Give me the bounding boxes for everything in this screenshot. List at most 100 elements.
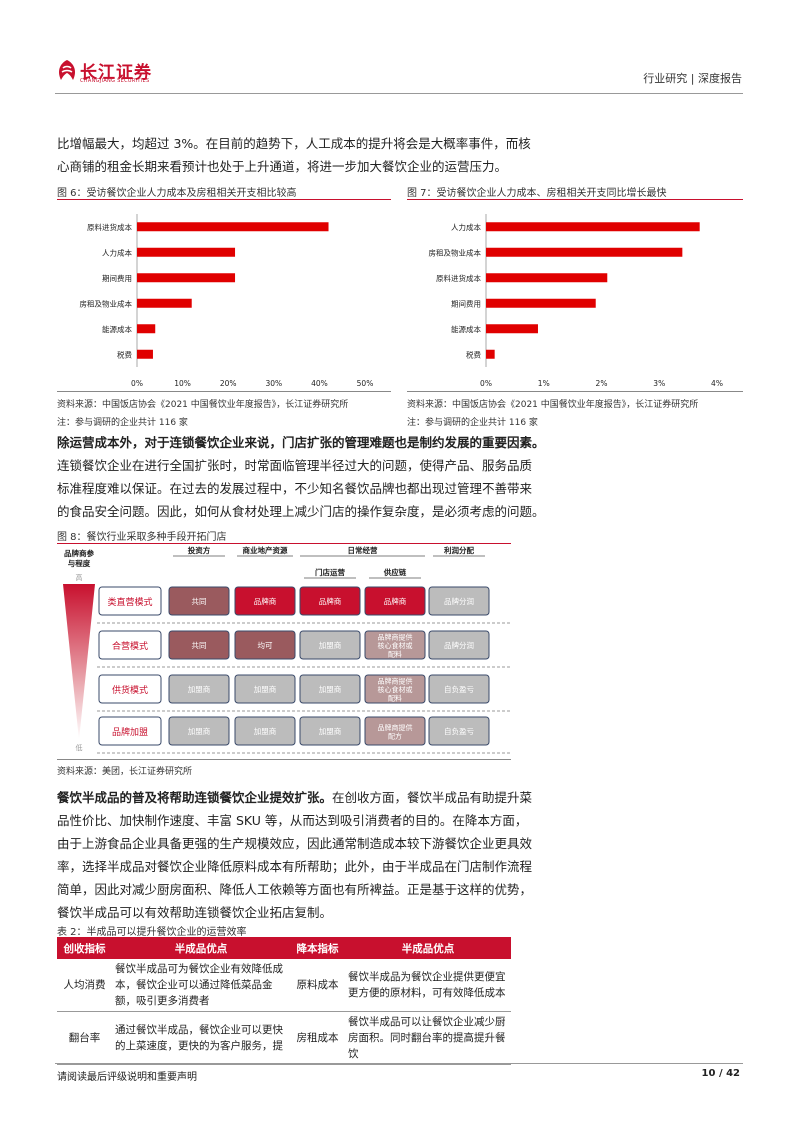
category-label: 人力成本 xyxy=(451,222,481,232)
category-label: 房租及物业成本 xyxy=(80,298,133,308)
mode-label-box xyxy=(98,586,162,616)
mode-cell-text: 加盟商 xyxy=(319,684,342,694)
x-tick-label: 10% xyxy=(174,379,191,388)
mode-label-box xyxy=(98,716,162,746)
mode-cell-text: 加盟商 xyxy=(254,726,277,736)
mode-cell-text: 加盟商 xyxy=(319,640,342,650)
mode-cell xyxy=(428,586,490,616)
table-cell: 人均消费 xyxy=(57,959,112,1012)
para3-line-1: 餐饮半成品的普及将帮助连锁餐饮企业提效扩张。在创收方面，餐饮半成品有助提升菜 xyxy=(57,786,532,809)
category-label: 税费 xyxy=(466,349,481,359)
figure-7-note: 注：参与调研的企业共计 116 家 xyxy=(407,418,538,428)
bar xyxy=(137,222,329,232)
para2-line-2: 连锁餐饮企业在进行全国扩张时，时常面临管理半径过大的问题，使得产品、服务品质 xyxy=(57,458,533,473)
figure-6-bottom-rule xyxy=(57,391,391,392)
subheader-store-ops: 门店运营 xyxy=(315,567,345,577)
table-2: 创收指标 半成品优点 降本指标 半成品优点 人均消费 餐饮半成品可为餐饮企业有效… xyxy=(57,937,511,1065)
col-header-real-estate: 商业地产资源 xyxy=(243,545,288,555)
para3-line-3: 由于上游食品企业具备更强的生产规模效应，因此通常制造成本较下游餐饮企业更具效 xyxy=(57,836,533,851)
x-tick-label: 20% xyxy=(220,379,237,388)
mode-cell-text: 品牌商提供 xyxy=(378,723,413,732)
mode-cell xyxy=(299,586,361,616)
mode-cell xyxy=(364,716,426,746)
mode-label-box xyxy=(98,630,162,660)
mode-cell xyxy=(234,586,296,616)
footer-disclaimer: 请阅读最后评级说明和重要声明 xyxy=(57,1072,197,1083)
figure-8-bottom-rule xyxy=(57,759,511,760)
participation-gradient-triangle xyxy=(63,584,95,740)
category-label: 能源成本 xyxy=(451,324,481,334)
category-label: 原料进货成本 xyxy=(436,273,481,283)
para2-bold-lead: 除运营成本外，对于连锁餐饮企业来说，门店扩张的管理难题也是制约发展的重要因素。 xyxy=(57,435,545,450)
bar xyxy=(137,349,153,359)
col-header-operations: 日常经营 xyxy=(348,545,378,555)
para2-line-4: 的食品安全问题。因此，如何从食材处理上减少门店的操作复杂度，是必须考虑的问题。 xyxy=(57,504,545,519)
table-header-cell: 降本指标 xyxy=(290,937,345,959)
table-header-cell: 半成品优点 xyxy=(112,937,290,959)
figure-7-top-rule xyxy=(407,199,743,200)
x-tick-label: 4% xyxy=(711,379,723,388)
table-cell: 通过餐饮半成品，餐饮企业可以更快的上菜速度，更快的为客户服务，提 xyxy=(112,1011,290,1065)
mode-cell-text: 共同 xyxy=(192,641,207,650)
category-label: 期间费用 xyxy=(102,273,132,283)
table-cell: 房租成本 xyxy=(290,1011,345,1065)
mode-cell xyxy=(299,630,361,660)
mode-cell-text: 品牌商 xyxy=(384,596,407,606)
subheader-supply-chain: 供应链 xyxy=(383,567,407,577)
x-tick-label: 1% xyxy=(538,379,550,388)
mode-cell-text: 品牌分润 xyxy=(444,596,474,606)
para3-line-6: 餐饮半成品可以有效帮助连锁餐饮企业拓店复制。 xyxy=(57,905,333,920)
mode-cell xyxy=(364,674,426,704)
mode-cell xyxy=(428,630,490,660)
table-header-cell: 创收指标 xyxy=(57,937,112,959)
mode-cell-text: 配料 xyxy=(388,650,402,659)
left-axis-label: 与程度 xyxy=(68,558,91,568)
mode-label: 供货模式 xyxy=(112,684,148,696)
para2-line-3: 标准程度难以保证。在过去的发展过程中，不少知名餐饮品牌也都出现过管理不善带来 xyxy=(57,481,533,496)
category-label: 人力成本 xyxy=(102,247,132,257)
mode-cell-text: 加盟商 xyxy=(188,726,211,736)
mode-cell-text: 品牌商提供 xyxy=(378,633,413,642)
table-cell: 原料成本 xyxy=(290,959,345,1012)
category-label: 原料进货成本 xyxy=(87,222,132,232)
header-divider xyxy=(55,93,743,94)
table-2-title: 表 2：半成品可以提升餐饮企业的运营效率 xyxy=(57,927,247,938)
mode-cell-text: 配方 xyxy=(388,731,402,740)
mode-cell xyxy=(299,674,361,704)
mode-cell xyxy=(234,716,296,746)
bar xyxy=(486,324,538,334)
bar xyxy=(137,273,236,283)
figure-7-title: 图 7：受访餐饮企业人力成本、房租相关开支同比增长最快 xyxy=(407,188,667,199)
table-cell: 餐饮半成品可以让餐饮企业减少厨房面积。同时翻台率的提高提升餐饮 xyxy=(345,1011,511,1065)
mode-label: 品牌加盟 xyxy=(112,726,148,738)
mode-cell xyxy=(428,674,490,704)
figure-8-source: 资料来源：美团，长江证券研究所 xyxy=(57,767,193,777)
mode-cell-text: 配料 xyxy=(388,694,402,703)
col-header-profit: 利润分配 xyxy=(443,545,474,555)
x-tick-label: 0% xyxy=(480,379,492,388)
mode-cell-text: 品牌商 xyxy=(254,596,277,606)
mode-cell-text: 品牌商 xyxy=(319,596,342,606)
bar xyxy=(486,247,683,257)
figure-6-source: 资料来源：中国饭店协会《2021 中国餐饮业年度报告》，长江证券研究所 xyxy=(57,400,349,410)
category-label: 税费 xyxy=(117,349,132,359)
para3-line-5: 简单，因此对减少厨房面积、降低人工依赖等方面也有所裨益。正是基于这样的优势， xyxy=(57,882,533,897)
figure-8-top-rule xyxy=(57,543,511,544)
para3-line-4: 率，选择半成品对餐饮企业降低原料成本有所帮助；此外，由于半成品在门店制作流程 xyxy=(57,859,533,874)
mode-cell-text: 共同 xyxy=(192,597,207,606)
table-cell: 翻台率 xyxy=(57,1011,112,1065)
header-category: 行业研究 | 深度报告 xyxy=(643,72,742,85)
mode-cell-text: 加盟商 xyxy=(188,684,211,694)
mode-cell xyxy=(168,586,230,616)
bar xyxy=(137,324,156,334)
table-header-cell: 半成品优点 xyxy=(345,937,511,959)
mode-cell-text: 自负盈亏 xyxy=(444,726,474,736)
mode-label-box xyxy=(98,674,162,704)
mode-cell xyxy=(299,716,361,746)
bar xyxy=(486,349,495,359)
bar xyxy=(486,222,700,232)
figure-6-note: 注：参与调研的企业共计 116 家 xyxy=(57,418,188,428)
